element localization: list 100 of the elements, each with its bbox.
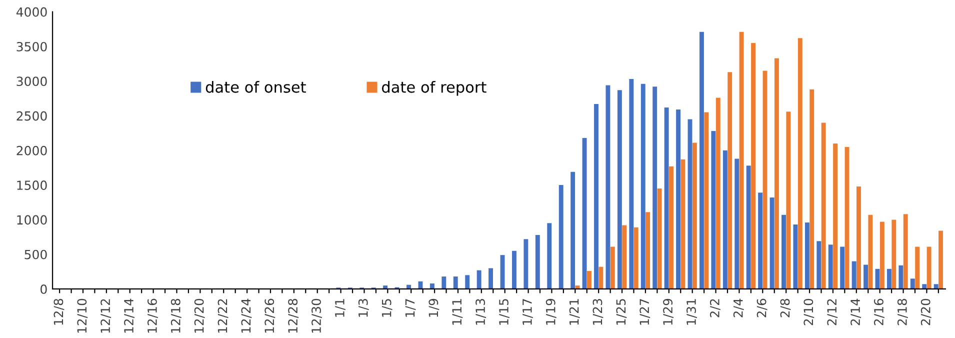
x-tick-label: 1/3 [358, 299, 369, 317]
x-tick-label: 2/8 [780, 298, 791, 318]
bar [680, 159, 686, 289]
x-tick-label: 1/11 [452, 299, 463, 325]
x-tick-label: 1/7 [405, 299, 416, 317]
bar [915, 246, 920, 289]
x-tick-label: 1/13 [476, 299, 486, 325]
bar [570, 172, 576, 289]
legend-label: date of onset [206, 81, 306, 93]
x-tick-label: 1/23 [592, 299, 604, 325]
bar [922, 284, 927, 289]
x-tick-label: 2/20 [920, 298, 932, 326]
bar [864, 264, 868, 289]
bar [880, 222, 884, 289]
bar [547, 223, 552, 289]
bar [840, 246, 845, 289]
y-tick-label: 3500 [16, 42, 47, 52]
bar [652, 86, 658, 289]
x-tick-label: 12/24 [241, 298, 252, 333]
bar [512, 250, 516, 289]
bar [816, 241, 822, 289]
bar [688, 119, 692, 289]
bar [418, 281, 423, 289]
bar [746, 166, 751, 289]
x-tick-label: 12/14 [124, 298, 134, 333]
bar [699, 32, 704, 289]
bar [704, 112, 709, 289]
x-tick-label: 12/16 [147, 298, 158, 333]
x-tick-label: 1/1 [335, 299, 346, 317]
bar [782, 214, 786, 289]
bar [610, 246, 615, 289]
y-tick-label: 500 [24, 250, 47, 260]
bar [598, 266, 604, 289]
bar [892, 220, 896, 289]
x-tick-label: 12/20 [194, 298, 205, 333]
bar [793, 224, 798, 289]
bar [734, 158, 740, 289]
x-tick-label: 2/16 [874, 298, 884, 326]
bar [646, 212, 650, 289]
bar [657, 188, 662, 289]
bar [828, 244, 833, 289]
y-tick-label: 2000 [16, 146, 47, 156]
bar [821, 122, 826, 289]
x-tick-label: 12/10 [77, 298, 88, 333]
bar [634, 227, 638, 289]
bar [669, 166, 674, 289]
bar [852, 261, 856, 289]
bar [465, 275, 470, 289]
legend-label: date of report [382, 81, 486, 96]
bar [804, 222, 810, 289]
x-tick-label: 1/15 [499, 299, 510, 325]
x-tick-label: 1/17 [522, 299, 533, 325]
bar [903, 214, 908, 289]
x-tick-label: 1/9 [428, 298, 440, 317]
bar [558, 185, 564, 289]
bar [453, 276, 458, 289]
x-tick-label: 12/12 [100, 299, 112, 333]
bar [786, 112, 791, 289]
bar [711, 131, 716, 289]
x-tick-label: 12/18 [170, 298, 182, 333]
bar [926, 246, 932, 289]
bar [898, 265, 904, 289]
x-tick-label: 2/14 [850, 298, 861, 326]
bar [833, 143, 838, 289]
bar [617, 90, 622, 289]
bar [728, 72, 732, 289]
bar [758, 192, 763, 289]
bar [692, 142, 697, 289]
bar [535, 234, 540, 289]
bar [716, 98, 720, 289]
x-tick-label: 12/30 [312, 298, 322, 333]
x-tick-label: 12/28 [288, 298, 299, 333]
x-tick-label: 1/25 [616, 299, 627, 325]
x-tick-label: 1/31 [686, 299, 697, 325]
bar [582, 138, 587, 289]
bar [910, 278, 915, 289]
bar [606, 85, 610, 289]
x-tick-label: 12/26 [264, 298, 276, 333]
x-tick-label: 2/10 [804, 298, 814, 326]
bar [524, 239, 528, 289]
bar [594, 104, 598, 289]
bar [938, 230, 943, 289]
x-tick-label: 2/4 [733, 298, 744, 318]
bar [586, 270, 592, 289]
bar [722, 150, 728, 289]
bar [798, 38, 802, 289]
x-tick-label: 1/29 [663, 298, 674, 325]
x-tick-label: 1/19 [546, 298, 556, 325]
y-tick-label: 4000 [16, 7, 47, 17]
bar [676, 110, 680, 289]
bar [774, 58, 779, 289]
bar [430, 283, 434, 289]
x-tick-label: 2/2 [710, 299, 720, 318]
bar [810, 89, 814, 289]
bar [739, 32, 744, 289]
x-tick-label: 2/6 [756, 298, 768, 318]
bar [476, 270, 482, 289]
y-tick-label: 1000 [17, 215, 47, 225]
bar [751, 43, 756, 289]
bar [934, 284, 938, 289]
